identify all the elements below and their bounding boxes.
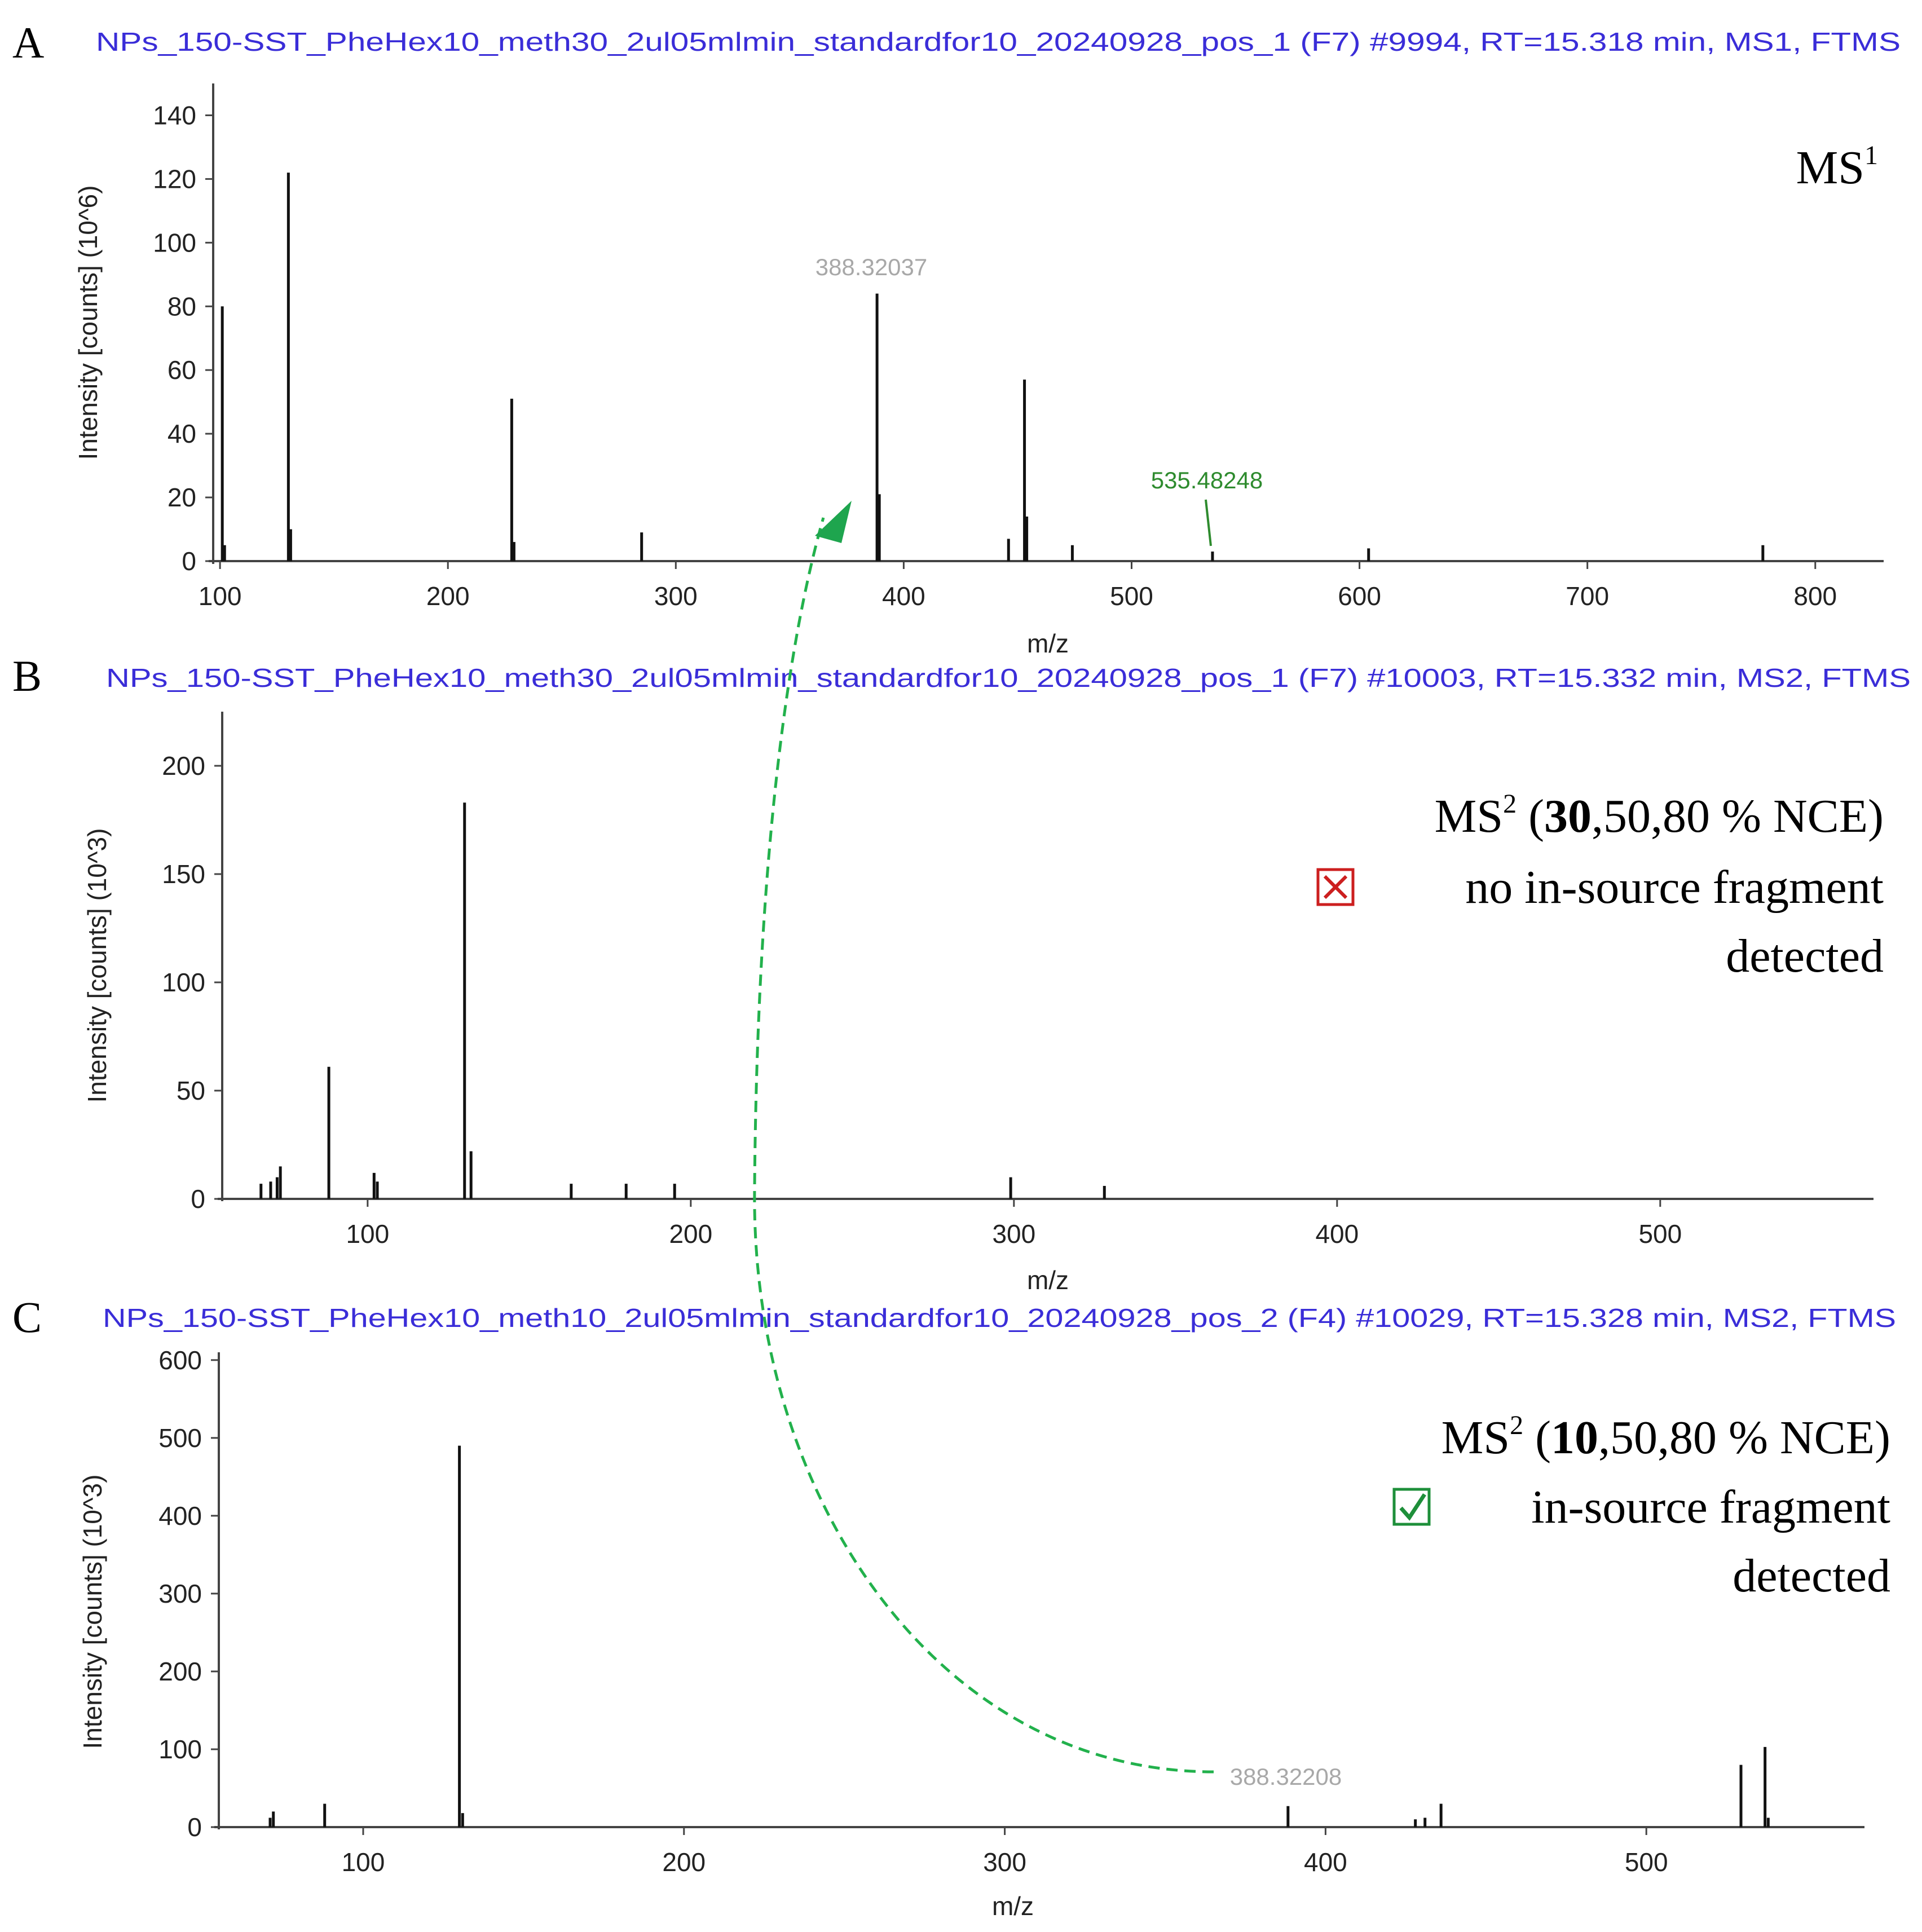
y-tick-label: 140 [153, 100, 196, 130]
ms2-energy-label: MS2 (10,50,80 % NCE) [1442, 1410, 1890, 1464]
panel-letter: B [12, 651, 42, 700]
x-tick-label: 100 [346, 1219, 389, 1249]
peak-label-leader [1205, 499, 1212, 546]
peaks [259, 802, 1106, 1199]
y-tick-label: 100 [153, 228, 196, 257]
status-line-2: detected [1726, 930, 1884, 982]
peak-label-535: 535.48248 [1151, 467, 1263, 493]
panel-letter: A [12, 18, 44, 67]
peaks [221, 173, 1765, 561]
scan-header: NPs_150-SST_PheHex10_meth30_2ul05mlmin_s… [106, 663, 1911, 692]
scan-header: NPs_150-SST_PheHex10_meth30_2ul05mlmin_s… [96, 27, 1901, 56]
arrowhead [815, 501, 852, 543]
y-tick-label: 400 [158, 1501, 202, 1530]
check-mark [1399, 1493, 1426, 1521]
x-tick-label: 700 [1566, 581, 1609, 611]
x-tick-label: 500 [1110, 581, 1153, 611]
y-tick-label: 200 [158, 1657, 202, 1686]
x-axis-label: m/z [1027, 1265, 1069, 1295]
x-tick-label: 500 [1625, 1847, 1668, 1877]
y-tick-label: 500 [158, 1423, 202, 1453]
y-tick-label: 60 [167, 355, 196, 385]
peak-label-388: 388.32208 [1230, 1763, 1342, 1790]
y-tick-label: 20 [167, 483, 196, 512]
tick-labels: 100 200 300 400 500 600 700 800 0 20 40 60 80 100 120 1… [153, 100, 1837, 611]
axes [218, 712, 1873, 1201]
x-tick-label: 100 [342, 1847, 385, 1877]
status-line-1: no in-source fragment [1465, 861, 1884, 914]
ms2-energy-label: MS2 (30,50,80 % NCE) [1435, 789, 1884, 843]
y-tick-label: 80 [167, 292, 196, 321]
y-tick-label: 0 [191, 1184, 205, 1214]
tick-labels: 100 200 300 400 500 0 50 100 150 200 [162, 751, 1682, 1249]
x-mark [1323, 875, 1348, 899]
y-tick-label: 40 [167, 419, 196, 448]
x-tick-label: 200 [426, 581, 470, 611]
x-tick-label: 400 [1315, 1219, 1359, 1249]
y-axis-label: Intensity [counts] (10^6) [73, 186, 103, 460]
x-tick-label: 500 [1638, 1219, 1682, 1249]
x-tick-label: 300 [992, 1219, 1035, 1249]
y-tick-label: 200 [162, 751, 205, 780]
panel-a: A NPs_150-SST_PheHex10_meth30_2ul05mlmin… [12, 18, 1901, 658]
scan-header: NPs_150-SST_PheHex10_meth10_2ul05mlmin_s… [103, 1303, 1896, 1333]
ms-level-label: MS1 [1796, 140, 1878, 194]
link-arrow [753, 517, 1214, 1774]
x-axis-label: m/z [992, 1891, 1034, 1921]
x-tick-label: 200 [669, 1219, 712, 1249]
y-tick-label: 300 [158, 1579, 202, 1608]
status-line-1: in-source fragment [1531, 1481, 1890, 1533]
tick-labels: 100 200 300 400 500 0 100 200 300 400 500 600 [158, 1346, 1668, 1877]
y-tick-label: 120 [153, 164, 196, 193]
x-tick-label: 100 [199, 581, 242, 611]
y-tick-label: 150 [162, 859, 205, 889]
y-axis-label: Intensity [counts] (10^3) [82, 828, 112, 1103]
y-tick-label: 50 [177, 1076, 205, 1105]
peaks [268, 1445, 1770, 1827]
y-tick-label: 100 [162, 968, 205, 997]
x-tick-label: 600 [1338, 581, 1381, 611]
x-tick-label: 200 [662, 1847, 706, 1877]
y-tick-label: 600 [158, 1346, 202, 1375]
peak-label-388: 388.32037 [815, 254, 928, 280]
y-tick-label: 0 [187, 1812, 202, 1842]
panel-letter: C [12, 1293, 42, 1342]
x-axis-label: m/z [1027, 629, 1069, 658]
status-line-2: detected [1733, 1550, 1890, 1602]
y-tick-label: 100 [158, 1735, 202, 1764]
y-axis-label: Intensity [counts] (10^3) [78, 1475, 107, 1749]
x-tick-label: 300 [654, 581, 698, 611]
x-tick-label: 800 [1793, 581, 1837, 611]
axes [209, 83, 1884, 564]
panel-b: B NPs_150-SST_PheHex10_meth30_2ul05mlmin… [12, 651, 1911, 1295]
panel-c: C NPs_150-SST_PheHex10_meth10_2ul05mlmin… [12, 1293, 1896, 1921]
x-tick-label: 300 [983, 1847, 1026, 1877]
y-tick-label: 0 [182, 546, 196, 576]
x-tick-label: 400 [882, 581, 925, 611]
x-tick-label: 400 [1304, 1847, 1347, 1877]
